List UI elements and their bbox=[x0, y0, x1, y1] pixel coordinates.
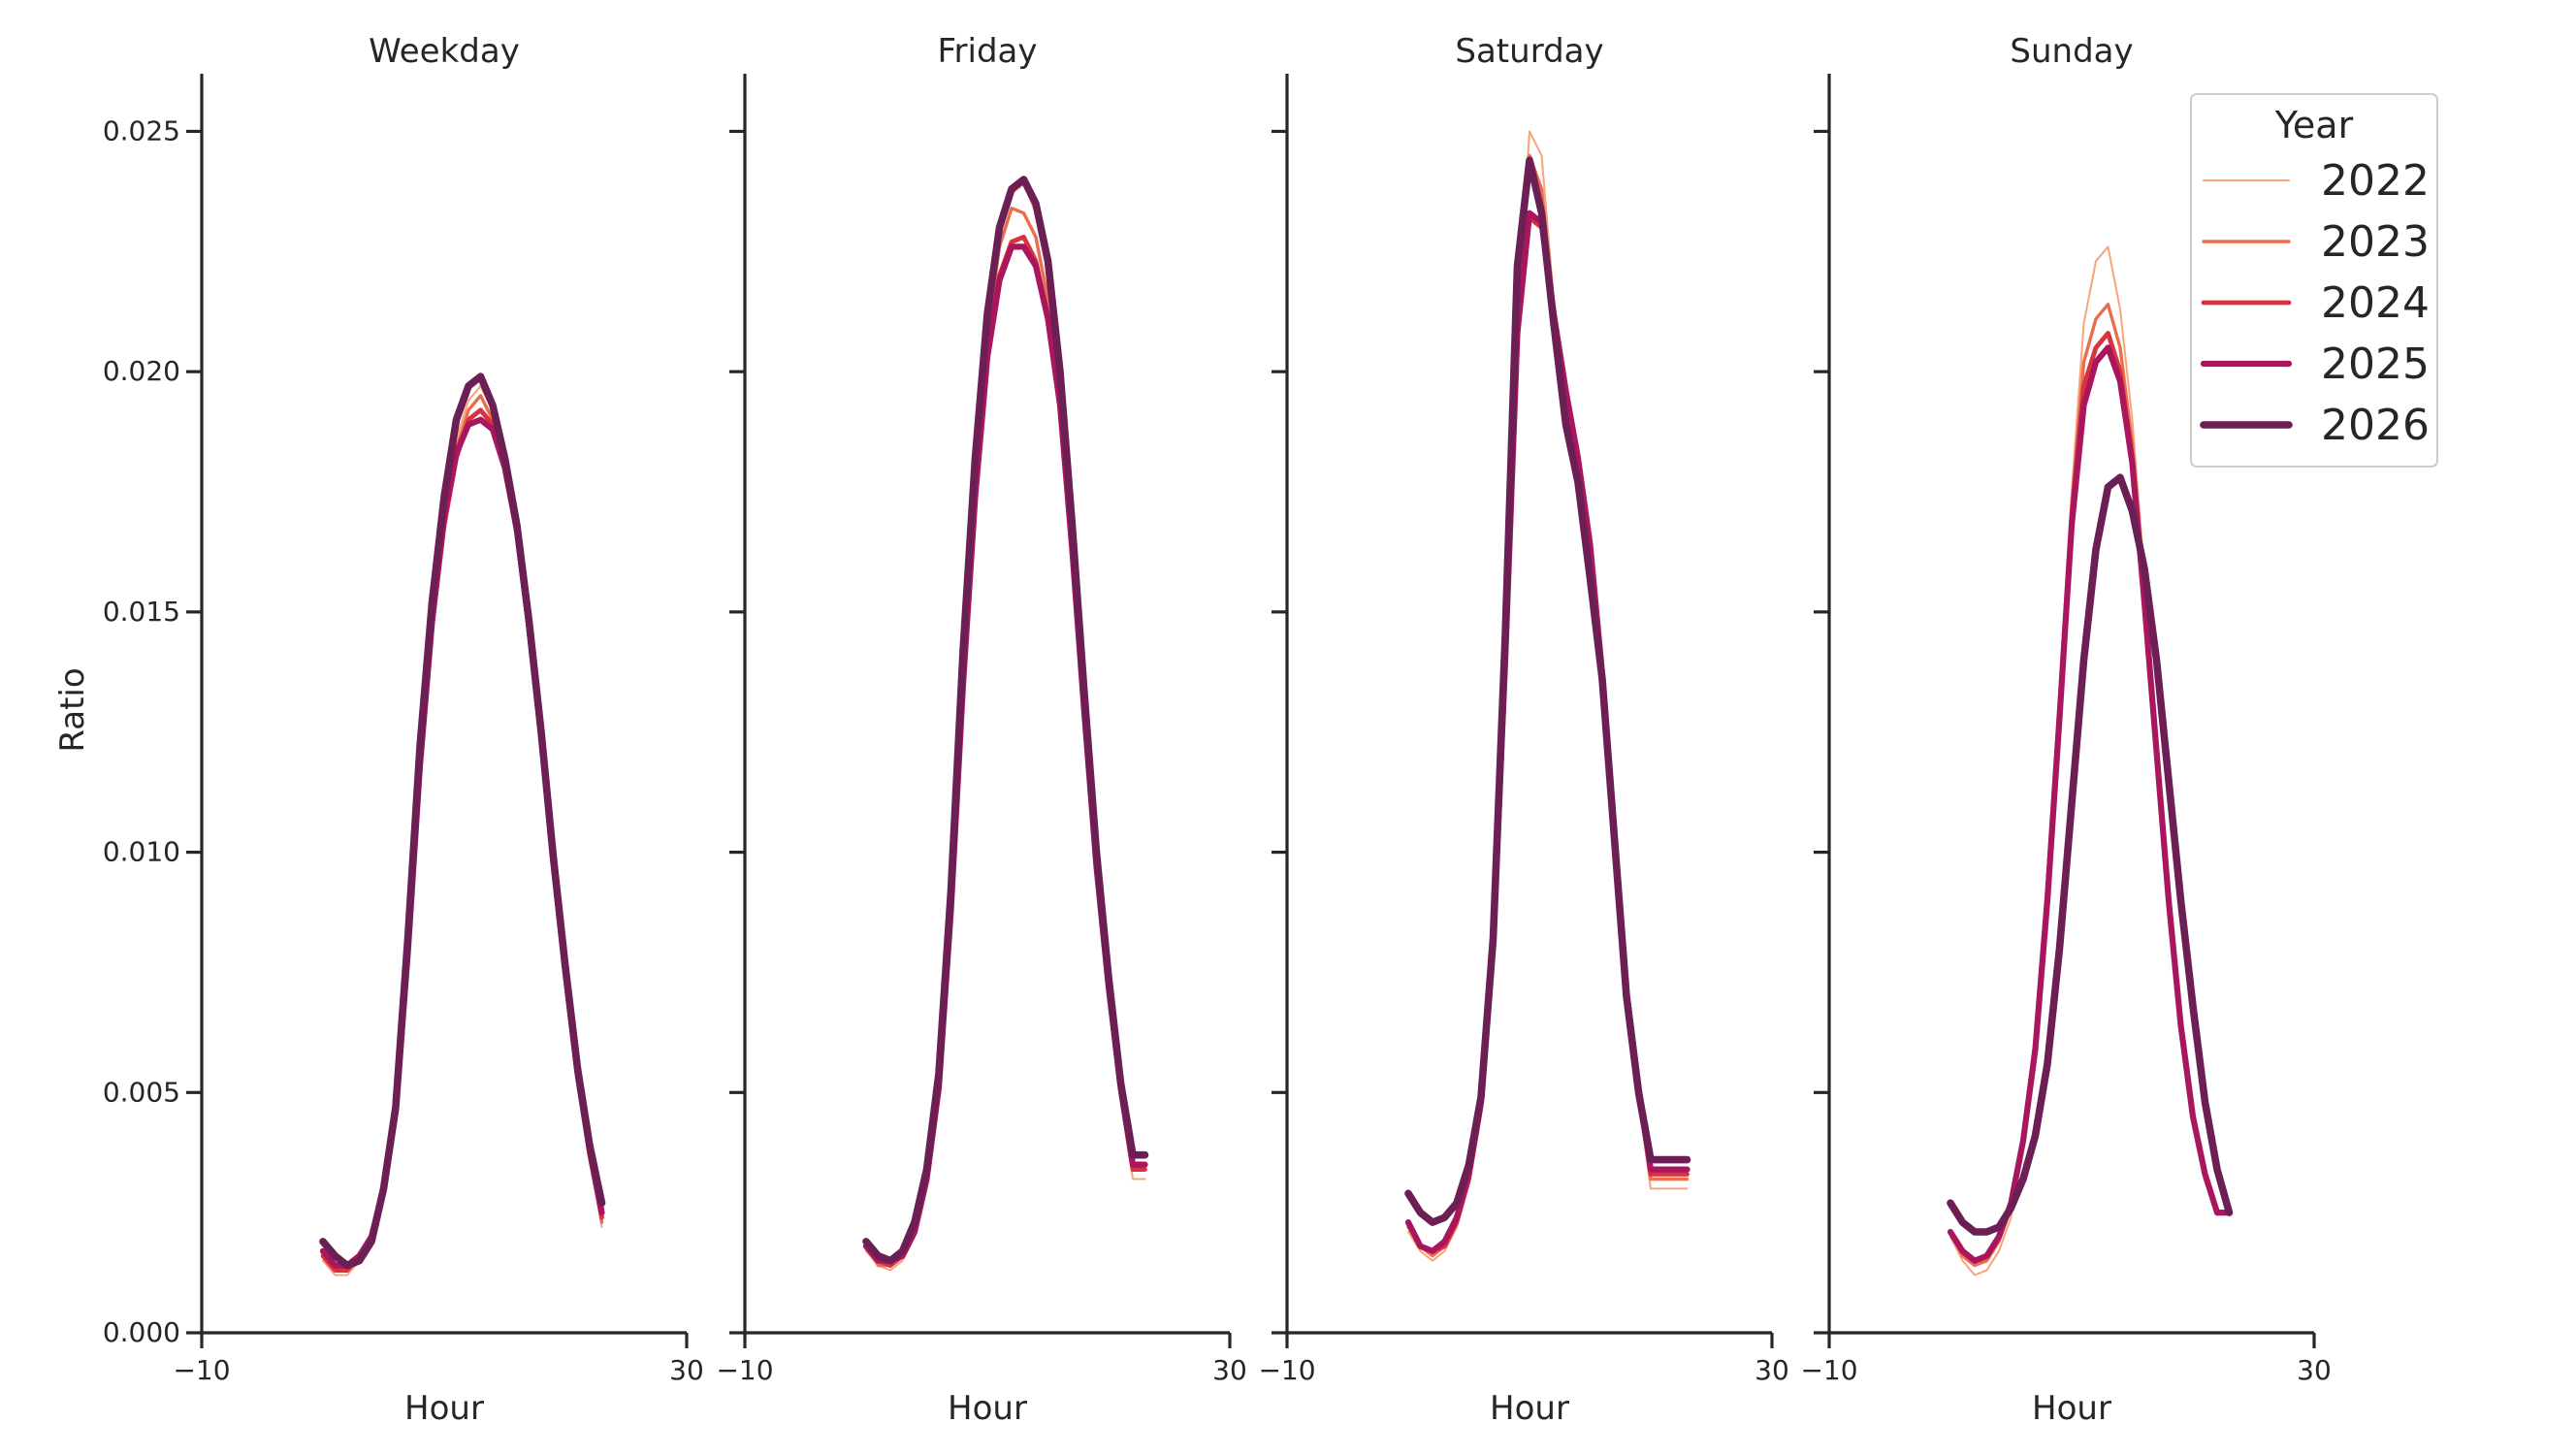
x-tick-label: −10 bbox=[1800, 1354, 1857, 1386]
x-axis-label: Hour bbox=[404, 1389, 484, 1428]
series-line-2026 bbox=[1947, 473, 2234, 1236]
x-tick-label: −10 bbox=[173, 1354, 230, 1386]
panels-layer: Weekday 0.000 0.005 0.010 0.015 0.020 0.025 −10… bbox=[103, 32, 2332, 1428]
x-tick-label: −10 bbox=[1258, 1354, 1315, 1386]
series-line-2025 bbox=[1404, 210, 1690, 1254]
x-axis-label: Hour bbox=[2032, 1389, 2111, 1428]
series-line-2026 bbox=[1404, 156, 1691, 1226]
panel-title: Sunday bbox=[2010, 32, 2133, 71]
series-line-2022 bbox=[322, 385, 603, 1277]
y-tick-label: 0.010 bbox=[103, 836, 180, 868]
series-line-2025 bbox=[1947, 344, 2233, 1264]
y-tick-label: 0.000 bbox=[103, 1316, 180, 1348]
y-tick-label: 0.015 bbox=[103, 596, 180, 628]
panel-saturday: Saturday −10 30 Hour bbox=[1258, 32, 1788, 1428]
panel-title: Saturday bbox=[1455, 32, 1603, 71]
x-tick-label: −10 bbox=[716, 1354, 773, 1386]
x-axis-label: Hour bbox=[948, 1389, 1027, 1428]
x-tick-label: 30 bbox=[669, 1354, 704, 1386]
legend: Year 2022 2023 2024 2025 2026 bbox=[2190, 93, 2438, 468]
panel-title: Friday bbox=[937, 32, 1037, 71]
series-line-2025 bbox=[862, 243, 1148, 1264]
y-tick-label: 0.025 bbox=[103, 114, 180, 146]
y-axis-label: Ratio bbox=[53, 667, 92, 752]
legend-label-2026: 2026 bbox=[2321, 401, 2430, 450]
legend-label-2024: 2024 bbox=[2321, 278, 2430, 328]
series-line-2022 bbox=[865, 182, 1146, 1272]
series-line-2023 bbox=[1948, 303, 2232, 1268]
series-line-2025 bbox=[319, 416, 605, 1269]
series-line-2024 bbox=[863, 234, 1147, 1268]
legend-box bbox=[2190, 93, 2438, 468]
series-line-2024 bbox=[320, 407, 604, 1273]
y-tick-label: 0.020 bbox=[103, 355, 180, 387]
series-line-2023 bbox=[1406, 153, 1690, 1258]
panel-title: Weekday bbox=[369, 32, 520, 71]
series-line-2023 bbox=[864, 206, 1147, 1268]
y-tick-label: 0.005 bbox=[103, 1076, 180, 1108]
series-line-2026 bbox=[862, 176, 1149, 1265]
series-line-2022 bbox=[1949, 245, 2231, 1277]
x-axis-label: Hour bbox=[1490, 1389, 1569, 1428]
legend-label-2023: 2023 bbox=[2321, 217, 2430, 267]
x-tick-label: 30 bbox=[1212, 1354, 1247, 1386]
series-line-2024 bbox=[1405, 215, 1690, 1254]
series-line-2023 bbox=[321, 394, 604, 1273]
panel-weekday: Weekday 0.000 0.005 0.010 0.015 0.020 0.025 −10… bbox=[103, 32, 704, 1428]
legend-label-2022: 2022 bbox=[2321, 156, 2430, 206]
x-tick-label: 30 bbox=[1755, 1354, 1789, 1386]
series-line-2026 bbox=[319, 372, 606, 1270]
legend-label-2025: 2025 bbox=[2321, 340, 2430, 389]
panel-sunday: Sunday −10 30 Hour bbox=[1800, 32, 2331, 1428]
legend-title: Year bbox=[2274, 104, 2354, 146]
panel-friday: Friday −10 30 Hour bbox=[716, 32, 1246, 1428]
x-tick-label: 30 bbox=[2297, 1354, 2332, 1386]
series-line-2024 bbox=[1948, 331, 2232, 1264]
